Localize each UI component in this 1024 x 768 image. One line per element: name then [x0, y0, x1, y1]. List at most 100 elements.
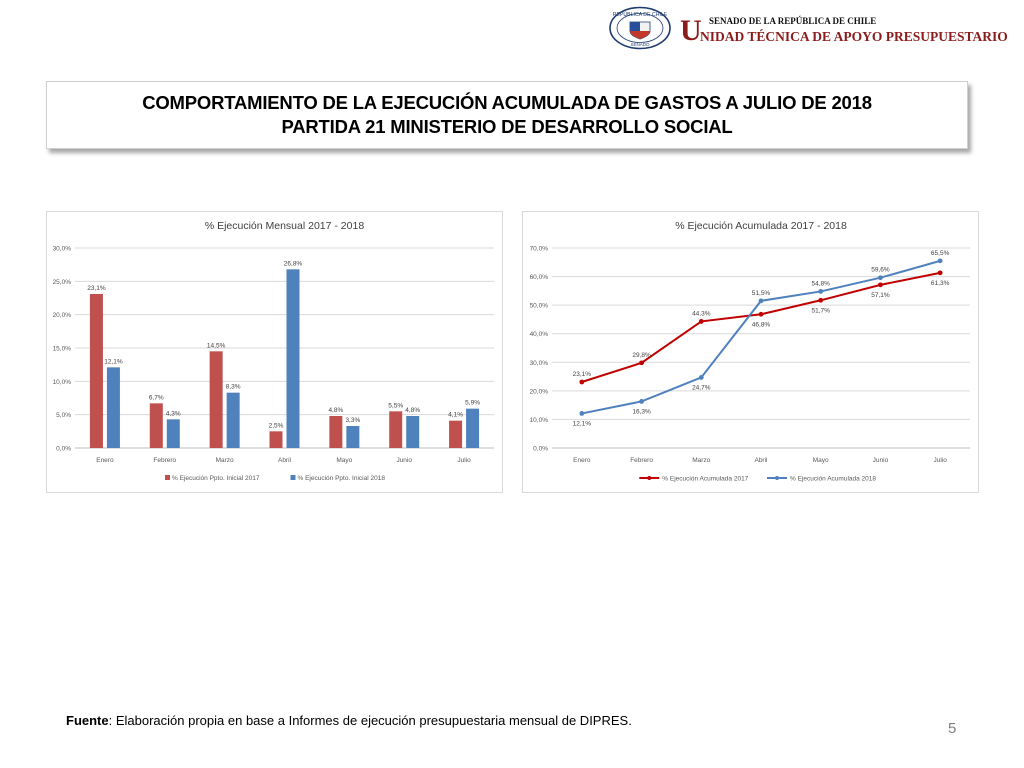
- point-data-label: 54,8%: [811, 280, 830, 287]
- x-tick-label: Julio: [933, 457, 947, 464]
- data-point: [937, 258, 943, 264]
- bar-chart-svg: % Ejecución Mensual 2017 - 2018 0,0% 5,0% 1…: [53, 220, 494, 482]
- y-tick-label: 20,0%: [530, 388, 549, 395]
- y-tick-label: 70,0%: [530, 246, 549, 253]
- data-point: [579, 411, 585, 416]
- x-tick-label: Mayo: [336, 457, 352, 464]
- legend-marker: [647, 476, 652, 480]
- x-tick-label: Junio: [873, 457, 889, 464]
- x-tick-label: Febrero: [630, 457, 653, 464]
- bar: [406, 416, 420, 448]
- org-line1: SENADO DE LA REPÚBLICA DE CHILE: [709, 16, 877, 26]
- bar: [346, 426, 360, 448]
- bar: [89, 294, 103, 448]
- legend-label: % Ejecución Acumulada 2017: [662, 476, 748, 483]
- bar: [226, 392, 240, 448]
- bar: [166, 419, 180, 448]
- bar-data-label: 23,1%: [87, 285, 106, 292]
- data-point: [579, 379, 585, 385]
- legend-marker: [775, 476, 779, 480]
- bar-data-label: 5,5%: [388, 402, 403, 409]
- bar-data-label: 12,1%: [104, 358, 123, 365]
- y-tick-label: 50,0%: [530, 303, 549, 310]
- y-tick-label: 0,0%: [533, 446, 548, 453]
- y-tick-label: 25,0%: [53, 279, 72, 286]
- data-point: [758, 298, 764, 304]
- slide-title-line2: PARTIDA 21 MINISTERIO DE DESARROLLO SOCI…: [281, 116, 733, 137]
- bar: [466, 408, 480, 448]
- point-data-label: 16,3%: [632, 408, 651, 415]
- y-tick-label: 30,0%: [530, 360, 549, 367]
- bar-data-label: 26,8%: [284, 260, 303, 267]
- data-point: [818, 297, 824, 303]
- seal-text: REPÚBLICA DE CHILE: [613, 11, 668, 18]
- x-tick-label: Enero: [573, 457, 591, 464]
- y-tick-label: 10,0%: [53, 379, 72, 386]
- point-data-label: 46,8%: [752, 321, 771, 328]
- point-data-label: 51,5%: [752, 290, 771, 297]
- bar: [269, 431, 283, 448]
- x-tick-label: Abril: [754, 457, 768, 464]
- data-point: [937, 270, 943, 276]
- x-tick-label: Enero: [96, 457, 114, 464]
- page-number: 5: [948, 720, 957, 737]
- x-tick-label: Mayo: [813, 457, 829, 464]
- data-point: [639, 399, 644, 404]
- data-point: [818, 289, 824, 294]
- chart-title: % Ejecución Acumulada 2017 - 2018: [675, 220, 847, 232]
- data-point: [698, 375, 704, 380]
- bar-data-label: 8,3%: [226, 384, 241, 391]
- data-point: [698, 319, 704, 324]
- source-note: Fuente: Elaboración propia en base a Inf…: [66, 713, 632, 728]
- legend-swatch: [165, 475, 170, 480]
- point-data-label: 44,3%: [692, 310, 711, 317]
- bar-data-label: 4,8%: [405, 407, 420, 414]
- data-point: [878, 275, 883, 281]
- point-data-label: 51,7%: [811, 307, 830, 314]
- chart-title: % Ejecución Mensual 2017 - 2018: [205, 220, 365, 232]
- bar: [286, 269, 300, 448]
- monthly-execution-bar-chart: % Ejecución Mensual 2017 - 2018 0,0% 5,0% 1…: [46, 211, 503, 493]
- bar-data-label: 5,9%: [465, 400, 480, 407]
- point-data-label: 59,6%: [871, 267, 890, 274]
- x-tick-label: Junio: [396, 457, 412, 464]
- x-tick-label: Marzo: [216, 457, 234, 464]
- seal-sub-text: SENADO: [630, 42, 650, 47]
- y-tick-label: 0,0%: [56, 446, 71, 453]
- y-tick-label: 20,0%: [53, 312, 72, 319]
- y-tick-label: 10,0%: [530, 417, 549, 424]
- source-label: Fuente: [66, 713, 109, 728]
- bar: [329, 416, 343, 448]
- point-data-label: 65,5%: [931, 250, 950, 257]
- y-tick-label: 30,0%: [53, 246, 72, 253]
- y-tick-label: 15,0%: [53, 346, 72, 353]
- point-data-label: 12,1%: [573, 420, 592, 427]
- data-point: [758, 311, 764, 317]
- bar: [389, 411, 403, 448]
- bar: [449, 420, 463, 448]
- org-line2: NIDAD TÉCNICA DE APOYO PRESUPUESTARIO: [700, 29, 1008, 44]
- legend-swatch: [290, 475, 296, 480]
- point-data-label: 57,1%: [871, 292, 890, 299]
- source-text: : Elaboración propia en base a Informes …: [108, 713, 632, 728]
- senate-seal-logo: REPÚBLICA DE CHILE SENADO: [608, 6, 672, 50]
- bar-data-label: 4,8%: [328, 407, 343, 414]
- point-data-label: 23,1%: [573, 371, 592, 378]
- bar-data-label: 3,3%: [345, 417, 360, 424]
- x-tick-label: Julio: [457, 457, 471, 464]
- bar-data-label: 2,5%: [269, 422, 284, 429]
- data-point: [878, 282, 883, 288]
- bar-data-label: 6,7%: [149, 394, 164, 401]
- x-tick-label: Marzo: [692, 457, 710, 464]
- data-point: [639, 360, 644, 366]
- legend-label: % Ejecución Ppto. Inicial 2018: [298, 475, 386, 482]
- bar: [149, 403, 163, 448]
- point-data-label: 24,7%: [692, 384, 711, 391]
- bar-data-label: 14,5%: [207, 342, 226, 349]
- bar: [209, 351, 223, 448]
- bar: [106, 367, 120, 448]
- y-tick-label: 5,0%: [56, 412, 71, 419]
- cumulative-execution-line-chart: % Ejecución Acumulada 2017 - 2018 0,0% 10,…: [522, 211, 979, 493]
- x-tick-label: Abril: [278, 457, 292, 464]
- slide-title-line1: COMPORTAMIENTO DE LA EJECUCIÓN ACUMULADA…: [142, 92, 872, 113]
